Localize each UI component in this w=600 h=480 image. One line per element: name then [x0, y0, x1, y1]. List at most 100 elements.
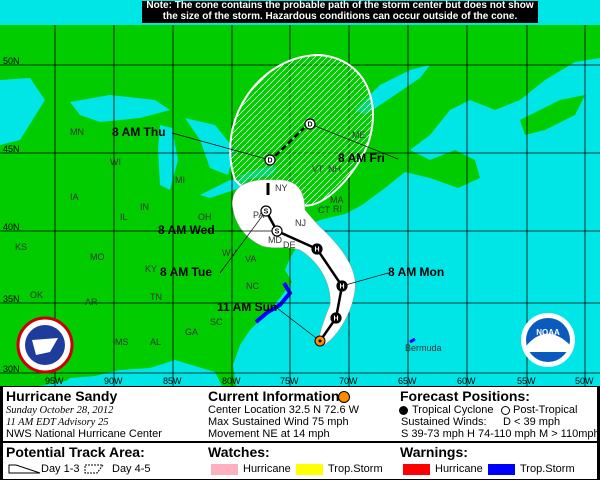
latitude-label: 40N — [3, 222, 20, 232]
agency: NWS National Hurricane Center — [6, 428, 162, 440]
state-label: AL — [150, 337, 161, 347]
state-label: TN — [150, 292, 162, 302]
longitude-label: 55W — [517, 376, 536, 386]
post-tropical-icon — [501, 406, 510, 415]
day-4-5-cone-icon — [84, 464, 104, 474]
movement: Movement NE at 14 mph — [208, 428, 330, 440]
state-label: MA — [330, 195, 344, 205]
sustained-winds-label: Sustained Winds: — [401, 416, 487, 428]
d-definition: D < 39 mph — [503, 416, 561, 428]
state-label: NC — [246, 281, 259, 291]
state-label: KY — [145, 264, 157, 274]
warnings-title: Warnings: — [400, 444, 468, 460]
longitude-label: 90W — [104, 376, 123, 386]
time-label-fri: 8 AM Fri — [338, 151, 385, 165]
latitude-label: 50N — [3, 56, 20, 66]
max-wind: Max Sustained Wind 75 mph — [208, 416, 349, 428]
state-label: MI — [175, 175, 185, 185]
forecast-title: Forecast Positions: — [400, 388, 530, 404]
track-area-title: Potential Track Area: — [6, 444, 145, 460]
post-tropical-marker — [304, 118, 316, 130]
state-label: DE — [283, 240, 296, 250]
tropical-cyclone-label: Tropical Cyclone — [412, 404, 494, 416]
time-label-tue: 8 AM Tue — [160, 265, 212, 279]
ts-warning-swatch — [488, 464, 515, 475]
state-label: MD — [268, 235, 282, 245]
leader-line — [276, 307, 321, 342]
latitude-label: 35N — [3, 294, 20, 304]
ts-watch-label: Trop.Storm — [328, 463, 383, 475]
shm-definition: S 39-73 mph H 74-110 mph M > 110mph — [401, 428, 600, 440]
state-label: MS — [115, 337, 129, 347]
post-tropical-label: Post-Tropical — [513, 404, 578, 416]
time-label-wed: 8 AM Wed — [158, 223, 215, 237]
map-labels: 50N 45N 40N 35N 30N 95W 90W 85W 80W 75W 70W 65W 60W 5… — [3, 56, 594, 386]
ts-warning-label: Trop.Storm — [520, 463, 575, 475]
track-line-extended — [274, 127, 305, 157]
leader-line — [219, 210, 267, 274]
state-label: WI — [110, 157, 121, 167]
state-label: OH — [198, 212, 212, 222]
state-label: KS — [15, 242, 27, 252]
state-label: MO — [90, 252, 105, 262]
leader-line — [309, 123, 399, 160]
hurricane-watch-swatch — [211, 464, 238, 475]
place-label-bermuda: Bermuda — [405, 343, 442, 353]
watches-title: Watches: — [208, 444, 270, 460]
longitude-label: 65W — [398, 376, 417, 386]
state-label: NY — [275, 183, 288, 193]
hurricane-warning-label: Hurricane — [435, 463, 483, 475]
ts-watch-swatch — [296, 464, 323, 475]
hurricane-track-map: H H H S S D D 50N 45N 40N 35N 30N 95W 90W 85W 80W 75W 70… — [0, 0, 600, 386]
cone-disclaimer: Note: The cone contains the probable pat… — [142, 0, 538, 23]
ts-warning-coast — [254, 281, 293, 324]
state-label: RI — [333, 204, 342, 214]
tropical-cyclone-marker — [336, 280, 348, 292]
center-location: Center Location 32.5 N 72.6 W — [208, 404, 360, 416]
state-label: PA — [253, 210, 264, 220]
state-label: AR — [85, 297, 98, 307]
longitude-label: 80W — [222, 376, 241, 386]
leader-line — [171, 132, 271, 161]
longitude-label: 75W — [280, 376, 299, 386]
current-info-title: Current Information: — [208, 388, 345, 404]
lake-superior — [70, 95, 170, 122]
nws-logo — [16, 316, 74, 374]
longitude-label: 70W — [339, 376, 358, 386]
latitude-label: 30N — [3, 364, 20, 374]
state-label: CT — [318, 205, 330, 215]
gulf-of-mexico — [60, 364, 215, 386]
leader-line — [341, 272, 389, 287]
state-label: SC — [210, 317, 223, 327]
note-line-1: Note: The cone contains the probable pat… — [146, 0, 534, 11]
post-tropical-marker — [260, 205, 272, 217]
track-points: H H H S S D D — [260, 118, 348, 347]
intensity-letter: S — [275, 229, 280, 236]
advisory-number: 11 AM EDT Advisory 25 — [6, 417, 109, 428]
hudson-bay-edge — [0, 78, 45, 145]
intensity-letter: D — [307, 122, 312, 129]
latitude-label: 45N — [3, 144, 20, 154]
tropical-cyclone-icon — [399, 406, 408, 415]
state-label: IN — [140, 202, 149, 212]
intensity-letter: S — [264, 209, 269, 216]
day-1-3-cone-icon — [8, 464, 41, 474]
state-label: MN — [70, 127, 84, 137]
time-label-thu: 8 AM Thu — [112, 125, 166, 139]
post-tropical-marker — [264, 154, 276, 166]
time-label-mon: 8 AM Mon — [388, 265, 444, 279]
cone-day-1-3 — [232, 179, 356, 347]
day-1-3-label: Day 1-3 — [41, 463, 80, 475]
longitude-label: 85W — [163, 376, 182, 386]
lake-huron — [185, 118, 235, 175]
time-label-sun: 11 AM Sun — [217, 300, 277, 314]
legend-panel: Potential Track Area: Day 1-3 Day 4-5 Wa… — [2, 442, 598, 480]
state-label: IL — [120, 212, 128, 222]
longitude-label: 95W — [45, 376, 64, 386]
intensity-letter: H — [333, 316, 338, 323]
intensity-letter: H — [339, 284, 344, 291]
intensity-letter: H — [314, 247, 319, 254]
state-label: IA — [70, 192, 79, 202]
state-label: VT — [312, 164, 324, 174]
state-label: NJ — [295, 218, 306, 228]
